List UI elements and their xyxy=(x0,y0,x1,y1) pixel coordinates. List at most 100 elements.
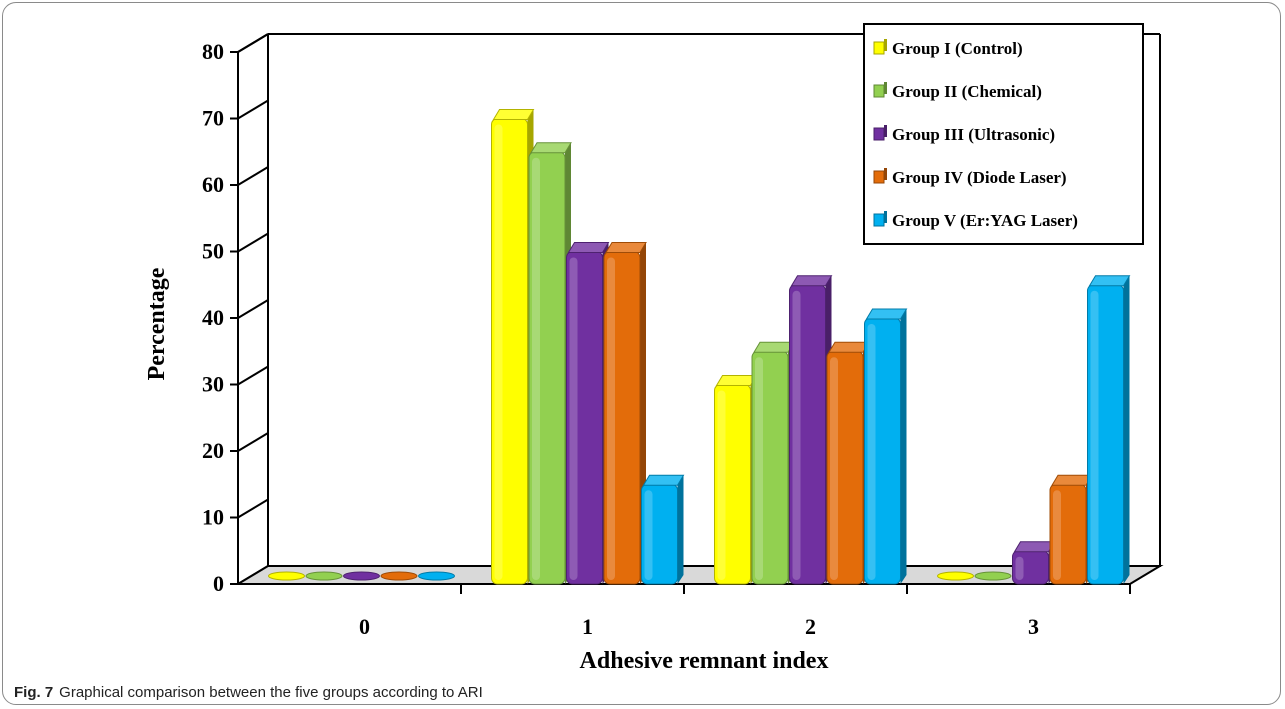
bar-base xyxy=(343,571,380,581)
y-tick-label: 30 xyxy=(202,372,224,397)
legend-swatch-side xyxy=(884,82,887,94)
legend-swatch xyxy=(873,127,885,141)
bar-highlight xyxy=(1015,556,1024,580)
bar-highlight xyxy=(532,157,540,580)
bar xyxy=(751,341,795,585)
bar-side xyxy=(900,309,907,584)
bar xyxy=(343,571,380,581)
bar-base xyxy=(305,571,343,581)
bar-top xyxy=(865,308,908,320)
bar-base xyxy=(974,571,1012,581)
legend-item: Group II (Chemical) xyxy=(873,82,1042,101)
bar-highlight xyxy=(792,290,801,580)
bar xyxy=(528,142,572,585)
y-tick-label: 60 xyxy=(202,172,224,197)
bar-top xyxy=(605,242,647,253)
chart-legend: Group I (Control) Group II (Chemical) Grou… xyxy=(863,23,1144,245)
y-tick-depth xyxy=(237,33,269,53)
bar-top xyxy=(715,375,758,386)
bar xyxy=(1087,275,1131,585)
y-tick-depth xyxy=(237,166,269,186)
legend-box xyxy=(863,23,1144,245)
bar-highlight xyxy=(755,357,763,580)
bar-base xyxy=(937,571,974,581)
bar-top xyxy=(1013,541,1056,553)
bar-highlight xyxy=(494,124,503,580)
y-tick-depth xyxy=(237,99,269,120)
bar-top xyxy=(642,474,685,486)
figure-label: Fig. 7 xyxy=(14,684,54,701)
y-tick-label: 80 xyxy=(202,39,224,64)
legend-swatch-side xyxy=(884,39,887,51)
y-tick-depth xyxy=(237,498,269,519)
legend-swatch-side xyxy=(884,211,887,223)
y-axis-title: Percentage xyxy=(144,267,170,380)
bar-highlight xyxy=(867,324,876,580)
bar xyxy=(491,109,535,585)
legend-label: Group I (Control) xyxy=(892,39,1023,58)
bar-top xyxy=(1088,275,1131,287)
figure-caption: Fig. 7 Graphical comparison between the f… xyxy=(14,684,483,701)
bar-base xyxy=(268,571,305,581)
bar xyxy=(789,275,833,585)
y-tick-depth xyxy=(237,432,269,452)
bar xyxy=(1049,474,1093,585)
bar-top xyxy=(492,109,535,120)
bar xyxy=(603,242,647,585)
legend-swatch-side xyxy=(884,125,887,137)
y-tick-label: 0 xyxy=(213,571,224,596)
bar-highlight xyxy=(830,357,838,580)
bar-highlight xyxy=(607,257,615,580)
figure-caption-text: Graphical comparison between the five gr… xyxy=(59,684,483,701)
legend-swatch xyxy=(873,170,885,184)
bar xyxy=(937,571,974,581)
legend-swatch xyxy=(873,213,885,227)
bar-highlight xyxy=(569,257,578,580)
legend-label: Group III (Ultrasonic) xyxy=(892,125,1055,144)
legend-item: Group III (Ultrasonic) xyxy=(873,125,1055,144)
legend-label: Group IV (Diode Laser) xyxy=(892,168,1067,187)
x-tick-label: 3 xyxy=(1028,614,1039,639)
bar xyxy=(305,571,343,581)
bar-top xyxy=(1051,474,1093,486)
y-tick-depth xyxy=(237,232,269,253)
x-axis-title: Adhesive remnant index xyxy=(580,648,829,674)
y-tick-label: 70 xyxy=(202,106,224,131)
y-tick-depth xyxy=(237,365,269,386)
bar xyxy=(974,571,1012,581)
y-tick-label: 10 xyxy=(202,505,224,530)
bar-side xyxy=(1123,275,1130,584)
bar xyxy=(566,242,610,585)
legend-swatch-side xyxy=(884,168,887,180)
x-tick-label: 0 xyxy=(359,614,370,639)
bar-highlight xyxy=(1090,290,1099,580)
legend-item: Group IV (Diode Laser) xyxy=(873,168,1067,187)
bar-top xyxy=(753,341,795,353)
y-tick-label: 20 xyxy=(202,438,224,463)
bar-highlight xyxy=(644,490,653,580)
bar-top xyxy=(530,142,572,154)
bar xyxy=(864,308,908,585)
y-tick-label: 40 xyxy=(202,305,224,330)
bar-base xyxy=(418,571,455,581)
legend-swatch xyxy=(873,41,885,55)
bar xyxy=(714,375,758,585)
bar xyxy=(1012,541,1056,585)
legend-item: Group V (Er:YAG Laser) xyxy=(873,211,1078,230)
bar-side xyxy=(677,475,684,584)
bar-highlight xyxy=(717,390,726,580)
x-tick-label: 2 xyxy=(805,614,816,639)
legend-label: Group V (Er:YAG Laser) xyxy=(892,211,1078,230)
legend-item: Group I (Control) xyxy=(873,39,1023,58)
bar-top xyxy=(567,242,610,253)
bar xyxy=(826,341,870,585)
bar xyxy=(380,571,418,581)
legend-swatch xyxy=(873,84,885,98)
bar-top xyxy=(790,275,833,287)
y-tick-depth xyxy=(237,299,269,319)
bar-base xyxy=(380,571,418,581)
chart-bars xyxy=(268,109,1131,585)
bar xyxy=(641,474,685,585)
y-tick-label: 50 xyxy=(202,239,224,264)
